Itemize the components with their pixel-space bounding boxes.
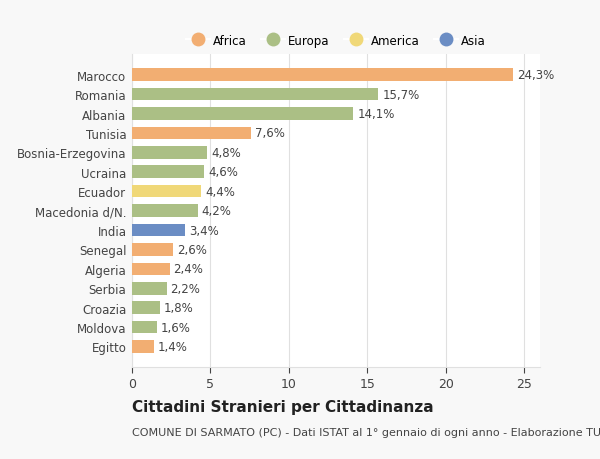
Text: 2,6%: 2,6% bbox=[177, 243, 206, 257]
Bar bbox=[132, 205, 198, 218]
Bar bbox=[132, 341, 154, 353]
Text: 4,4%: 4,4% bbox=[205, 185, 235, 198]
Text: COMUNE DI SARMATO (PC) - Dati ISTAT al 1° gennaio di ogni anno - Elaborazione TU: COMUNE DI SARMATO (PC) - Dati ISTAT al 1… bbox=[132, 427, 600, 437]
Bar bbox=[132, 321, 157, 334]
Bar bbox=[132, 302, 160, 314]
Text: 1,6%: 1,6% bbox=[161, 321, 191, 334]
Bar bbox=[132, 282, 167, 295]
Text: 2,4%: 2,4% bbox=[173, 263, 203, 276]
Bar bbox=[132, 108, 353, 121]
Bar bbox=[132, 89, 379, 101]
Bar bbox=[132, 244, 173, 256]
Text: 24,3%: 24,3% bbox=[517, 69, 554, 82]
Text: 15,7%: 15,7% bbox=[382, 89, 419, 101]
Text: 4,6%: 4,6% bbox=[208, 166, 238, 179]
Bar bbox=[132, 263, 170, 275]
Bar bbox=[132, 69, 514, 82]
Bar bbox=[132, 166, 204, 179]
Text: 4,8%: 4,8% bbox=[211, 146, 241, 160]
Bar bbox=[132, 224, 185, 237]
Legend: Africa, Europa, America, Asia: Africa, Europa, America, Asia bbox=[181, 30, 491, 52]
Text: 14,1%: 14,1% bbox=[357, 108, 395, 121]
Text: Cittadini Stranieri per Cittadinanza: Cittadini Stranieri per Cittadinanza bbox=[132, 399, 434, 414]
Bar bbox=[132, 127, 251, 140]
Text: 4,2%: 4,2% bbox=[202, 205, 232, 218]
Bar bbox=[132, 147, 208, 159]
Text: 1,4%: 1,4% bbox=[158, 340, 188, 353]
Text: 2,2%: 2,2% bbox=[170, 282, 200, 295]
Text: 7,6%: 7,6% bbox=[255, 127, 285, 140]
Bar bbox=[132, 185, 201, 198]
Text: 3,4%: 3,4% bbox=[189, 224, 219, 237]
Text: 1,8%: 1,8% bbox=[164, 302, 194, 314]
